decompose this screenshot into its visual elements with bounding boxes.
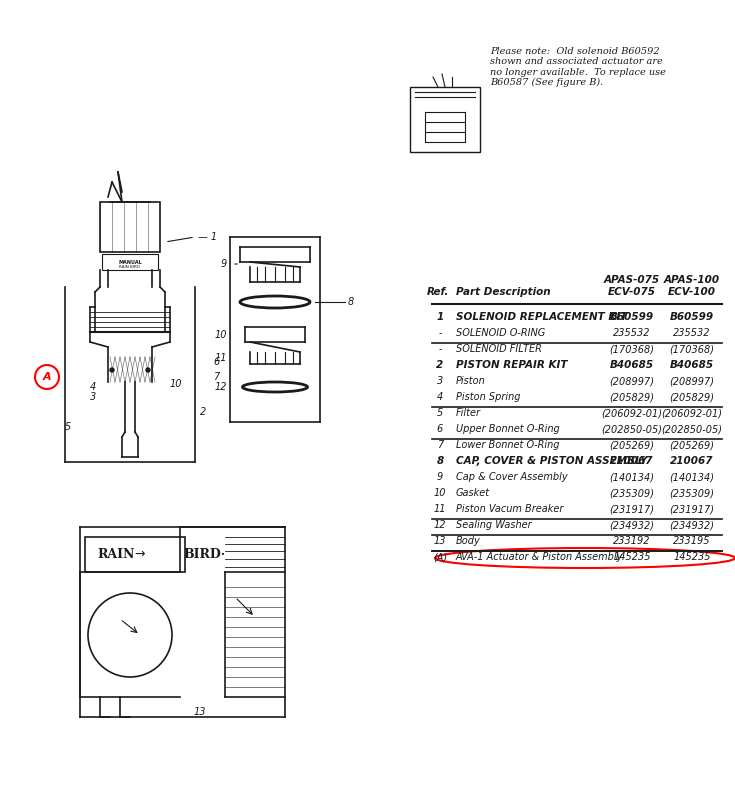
Text: (208997): (208997) <box>670 376 714 386</box>
Text: (A): (A) <box>433 552 447 562</box>
Text: →: → <box>135 547 146 561</box>
Text: 210067: 210067 <box>670 456 714 466</box>
Text: 9: 9 <box>437 472 443 482</box>
Text: A: A <box>43 372 51 382</box>
Text: 2: 2 <box>437 360 444 370</box>
Text: Piston Vacum Breaker: Piston Vacum Breaker <box>456 504 563 514</box>
Text: (231917): (231917) <box>670 504 714 514</box>
Text: (231917): (231917) <box>609 504 654 514</box>
Text: 233192: 233192 <box>613 536 650 546</box>
Text: B40685: B40685 <box>610 360 654 370</box>
Text: B40685: B40685 <box>670 360 714 370</box>
Text: Ref.: Ref. <box>427 287 449 297</box>
Text: 145235: 145235 <box>673 552 711 562</box>
Text: 8: 8 <box>348 297 354 307</box>
Text: 12: 12 <box>434 520 446 530</box>
Text: PISTON REPAIR KIT: PISTON REPAIR KIT <box>456 360 567 370</box>
Text: SOLENOID O-RING: SOLENOID O-RING <box>456 328 545 338</box>
Text: 12: 12 <box>215 382 227 392</box>
Text: MANUAL: MANUAL <box>118 260 142 265</box>
Text: (234932): (234932) <box>670 520 714 530</box>
Text: SOLENOID FILTER: SOLENOID FILTER <box>456 344 542 354</box>
Text: 4: 4 <box>437 392 443 402</box>
Text: (235309): (235309) <box>670 488 714 498</box>
Text: (205269): (205269) <box>670 440 714 450</box>
Text: (202850-05): (202850-05) <box>601 424 662 434</box>
Text: (206092-01): (206092-01) <box>662 408 723 418</box>
Bar <box>102 254 158 270</box>
Bar <box>100 202 160 252</box>
Text: Upper Bonnet O-Ring: Upper Bonnet O-Ring <box>456 424 560 434</box>
Text: 1: 1 <box>437 312 444 322</box>
Bar <box>410 87 480 152</box>
Text: Gasket: Gasket <box>456 488 490 498</box>
Text: B60599: B60599 <box>670 312 714 322</box>
Text: 3: 3 <box>90 392 96 402</box>
Text: RAIN BIRD: RAIN BIRD <box>120 265 140 269</box>
Text: 10: 10 <box>215 330 227 340</box>
Text: (235309): (235309) <box>609 488 654 498</box>
Text: (205269): (205269) <box>609 440 654 450</box>
Text: 2: 2 <box>200 407 207 417</box>
Text: Piston Spring: Piston Spring <box>456 392 520 402</box>
Text: 13: 13 <box>434 536 446 546</box>
Text: RAIN: RAIN <box>98 547 135 561</box>
Text: 9: 9 <box>220 259 227 269</box>
Text: (205829): (205829) <box>609 392 654 402</box>
Text: — 1: — 1 <box>198 232 217 242</box>
Text: Lower Bonnet O-Ring: Lower Bonnet O-Ring <box>456 440 559 450</box>
Text: Body: Body <box>456 536 481 546</box>
Text: Sealing Washer: Sealing Washer <box>456 520 531 530</box>
Text: -: - <box>438 328 442 338</box>
Text: 10: 10 <box>170 379 182 389</box>
Text: (202850-05): (202850-05) <box>662 424 723 434</box>
Circle shape <box>146 368 150 372</box>
Text: 6: 6 <box>213 357 219 367</box>
Text: (234932): (234932) <box>609 520 654 530</box>
Text: Cap & Cover Assembly: Cap & Cover Assembly <box>456 472 567 482</box>
Text: 3: 3 <box>437 376 443 386</box>
Text: BIRD·: BIRD· <box>183 547 225 561</box>
Text: APAS-075
ECV-075: APAS-075 ECV-075 <box>604 276 660 297</box>
Text: 145235: 145235 <box>613 552 650 562</box>
Text: 8: 8 <box>437 456 444 466</box>
Text: SOLENOID REPLACEMENT KIT: SOLENOID REPLACEMENT KIT <box>456 312 628 322</box>
Text: (170368): (170368) <box>609 344 654 354</box>
Text: (208997): (208997) <box>609 376 654 386</box>
Text: 7: 7 <box>437 440 443 450</box>
Text: 10: 10 <box>434 488 446 498</box>
Text: 6: 6 <box>437 424 443 434</box>
Text: 4: 4 <box>90 382 96 392</box>
Text: -: - <box>438 344 442 354</box>
Text: Part Description: Part Description <box>456 287 551 297</box>
Text: Please note:  Old solenoid B60592
shown and associated actuator are
no longer av: Please note: Old solenoid B60592 shown a… <box>490 47 666 87</box>
Text: CAP, COVER & PISTON ASSEMBLY: CAP, COVER & PISTON ASSEMBLY <box>456 456 648 466</box>
Text: AVA-1 Actuator & Piston Assembly: AVA-1 Actuator & Piston Assembly <box>456 552 623 562</box>
Text: (140134): (140134) <box>609 472 654 482</box>
Text: 11: 11 <box>434 504 446 514</box>
Text: 5: 5 <box>65 422 71 432</box>
Text: 7: 7 <box>213 372 219 382</box>
Text: 13: 13 <box>194 707 207 717</box>
Text: 233195: 233195 <box>673 536 711 546</box>
Text: 235532: 235532 <box>673 328 711 338</box>
Circle shape <box>110 368 114 372</box>
Bar <box>85 537 185 572</box>
Text: B60599: B60599 <box>610 312 654 322</box>
Text: 235532: 235532 <box>613 328 650 338</box>
Text: APAS-100
ECV-100: APAS-100 ECV-100 <box>664 276 720 297</box>
Text: Filter: Filter <box>456 408 481 418</box>
Text: (205829): (205829) <box>670 392 714 402</box>
Text: (206092-01): (206092-01) <box>601 408 662 418</box>
Text: 5: 5 <box>437 408 443 418</box>
Text: (140134): (140134) <box>670 472 714 482</box>
Text: 210067: 210067 <box>610 456 653 466</box>
Text: Piston: Piston <box>456 376 486 386</box>
Text: (170368): (170368) <box>670 344 714 354</box>
Text: 11: 11 <box>215 353 227 363</box>
